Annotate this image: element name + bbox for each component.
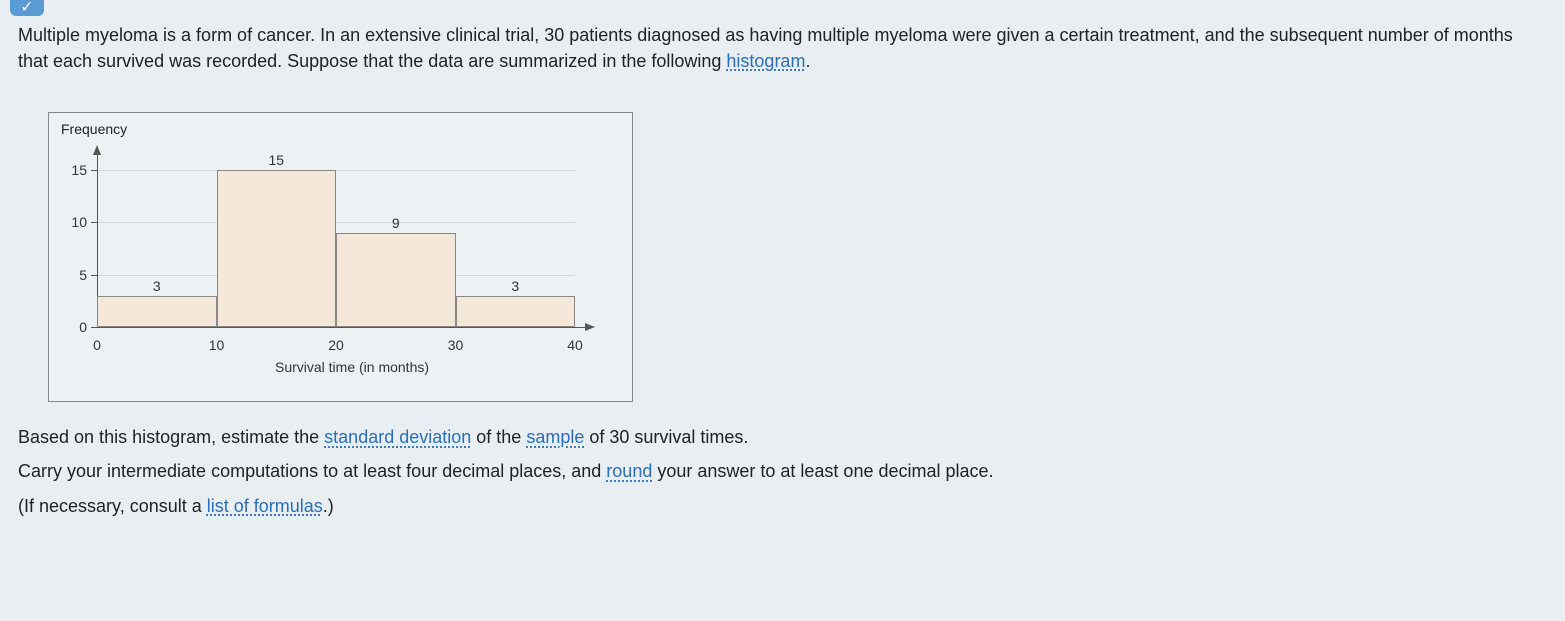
sample-link[interactable]: sample (526, 427, 584, 447)
y-tick-label: 15 (71, 162, 87, 178)
bar-value-label: 9 (392, 215, 400, 231)
q2a: Carry your intermediate computations to … (18, 461, 606, 481)
histogram-bar (217, 170, 337, 327)
check-icon: ✓ (20, 0, 33, 17)
y-tick (91, 170, 97, 171)
y-tick-label: 10 (71, 214, 87, 230)
x-tick-label: 40 (567, 337, 583, 353)
x-tick-label: 20 (328, 337, 344, 353)
x-axis-label: Survival time (in months) (275, 359, 429, 375)
plot-area: 31593 051015 010203040 Survival time (in… (97, 149, 607, 339)
bar-value-label: 3 (511, 278, 519, 294)
q1c: of (584, 427, 609, 447)
y-tick (91, 327, 97, 328)
intro-text-1: Multiple myeloma is a form of cancer. In… (18, 25, 544, 45)
gridline (97, 222, 575, 223)
problem-statement: Multiple myeloma is a form of cancer. In… (0, 0, 1565, 86)
q1d: survival times. (629, 427, 748, 447)
histogram-bar (97, 296, 217, 327)
q3b: .) (323, 496, 334, 516)
y-tick (91, 222, 97, 223)
q1b: of the (471, 427, 526, 447)
collapse-badge[interactable]: ✓ (10, 0, 44, 16)
round-link[interactable]: round (606, 461, 652, 481)
histogram-link[interactable]: histogram (726, 51, 805, 71)
q1a: Based on this histogram, estimate the (18, 427, 324, 447)
n-patients: 30 (544, 25, 564, 45)
y-axis-label: Frequency (61, 121, 127, 137)
question-line-1: Based on this histogram, estimate the st… (18, 420, 1565, 454)
y-tick (91, 275, 97, 276)
question-line-3: (If necessary, consult a list of formula… (18, 489, 1565, 523)
bar-value-label: 15 (268, 152, 284, 168)
histogram-chart: Frequency 3 15 9 3 0 5 10 15 0 10 20 30 40 Surviva… (48, 112, 633, 402)
x-tick-label: 10 (209, 337, 225, 353)
gridline (97, 170, 575, 171)
formulas-link[interactable]: list of formulas (207, 496, 323, 516)
y-tick-label: 0 (79, 319, 87, 335)
q-n: 30 (609, 427, 629, 447)
x-axis (97, 327, 587, 328)
q3a: (If necessary, consult a (18, 496, 207, 516)
x-axis-arrow-icon (585, 323, 595, 331)
x-tick-label: 0 (93, 337, 101, 353)
histogram-bar (456, 296, 576, 327)
q2b: your answer to at least one decimal plac… (652, 461, 993, 481)
question-block: Based on this histogram, estimate the st… (18, 420, 1565, 523)
histogram-bar (336, 233, 456, 327)
question-line-2: Carry your intermediate computations to … (18, 454, 1565, 488)
x-tick-label: 30 (448, 337, 464, 353)
y-tick-label: 5 (79, 267, 87, 283)
stddev-link[interactable]: standard deviation (324, 427, 471, 447)
bar-value-label: 3 (153, 278, 161, 294)
intro-end: . (805, 51, 810, 71)
